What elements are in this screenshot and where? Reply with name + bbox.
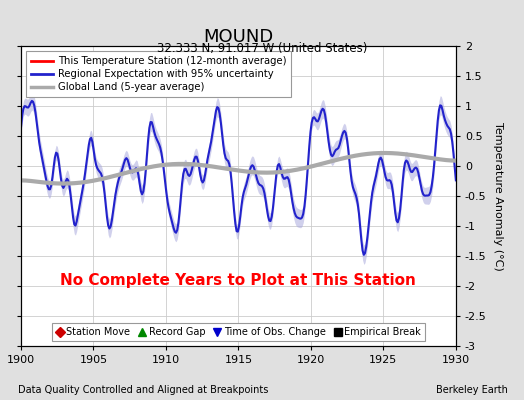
Legend: Station Move, Record Gap, Time of Obs. Change, Empirical Break: Station Move, Record Gap, Time of Obs. C… bbox=[52, 323, 425, 341]
Y-axis label: Temperature Anomaly (°C): Temperature Anomaly (°C) bbox=[493, 122, 504, 270]
Title: MOUND: MOUND bbox=[203, 28, 274, 46]
Text: No Complete Years to Plot at This Station: No Complete Years to Plot at This Statio… bbox=[60, 272, 417, 288]
Text: Berkeley Earth: Berkeley Earth bbox=[436, 385, 508, 395]
Text: Data Quality Controlled and Aligned at Breakpoints: Data Quality Controlled and Aligned at B… bbox=[18, 385, 269, 395]
Text: 32.333 N, 91.017 W (United States): 32.333 N, 91.017 W (United States) bbox=[157, 42, 367, 55]
